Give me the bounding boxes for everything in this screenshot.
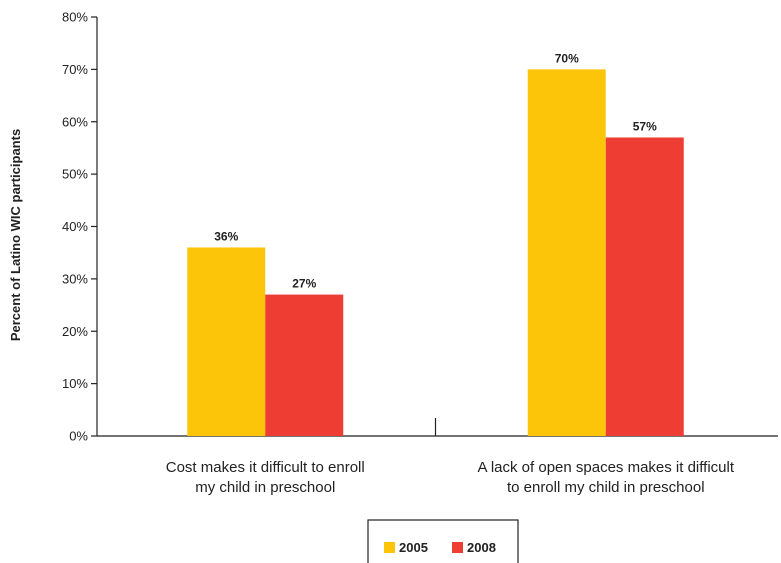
legend-label: 2005: [399, 540, 428, 555]
y-tick-label: 70%: [62, 62, 88, 77]
y-tick-label: 20%: [62, 324, 88, 339]
category-label: my child in preschool: [195, 479, 335, 496]
y-tick-label: 60%: [62, 114, 88, 129]
bar-2008: [265, 294, 344, 436]
data-label: 70%: [555, 51, 579, 65]
data-label: 27%: [292, 277, 316, 291]
bars: [187, 69, 684, 436]
data-labels: 36% 27% 70% 57%: [214, 51, 657, 290]
legend-box: [367, 519, 519, 563]
y-axis: 0% 10% 20% 30% 40% 50% 60% 70% 80%: [62, 10, 98, 444]
y-tick-label: 40%: [62, 219, 88, 234]
legend-swatch-2008: [452, 542, 463, 553]
bar-2005: [527, 69, 606, 436]
legend: 2005 2008: [367, 519, 519, 563]
data-label: 36%: [214, 229, 238, 243]
y-tick-label: 80%: [62, 10, 88, 25]
y-tick-label: 30%: [62, 271, 88, 286]
y-tick-label: 10%: [62, 376, 88, 391]
bar-2005: [187, 247, 266, 436]
legend-label: 2008: [467, 540, 496, 555]
category-label: A lack of open spaces makes it difficult: [477, 459, 734, 476]
category-labels: Cost makes it difficult to enroll my chil…: [166, 459, 735, 496]
y-axis-title: Percent of Latino WIC participants: [8, 129, 23, 341]
data-label: 57%: [633, 119, 657, 133]
bar-2008: [605, 137, 684, 436]
y-tick-label: 0%: [69, 429, 88, 444]
category-label: to enroll my child in preschool: [507, 479, 705, 496]
category-label: Cost makes it difficult to enroll: [166, 459, 365, 476]
y-tick-label: 50%: [62, 167, 88, 182]
legend-swatch-2005: [384, 542, 395, 553]
